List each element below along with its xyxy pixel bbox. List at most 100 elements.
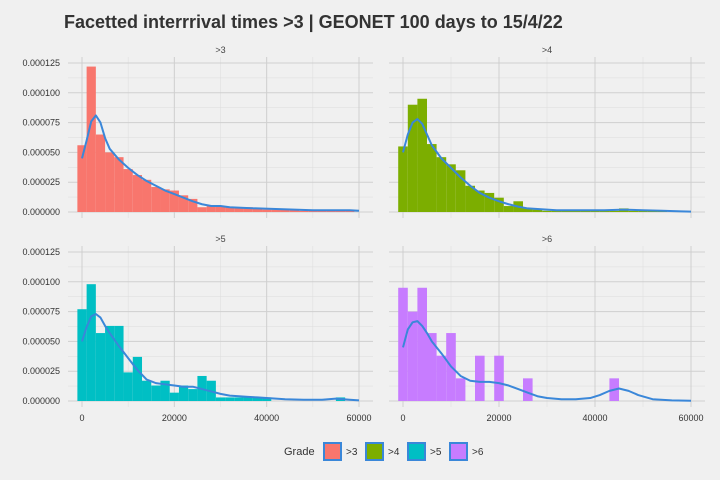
facet-panels: >3 0.000000 0.000025 0.000050 0.000075 0.0001… (22, 45, 705, 423)
histogram-bar (475, 190, 485, 212)
histogram-bar (427, 333, 437, 401)
histogram-bar (169, 190, 179, 212)
density-line (81, 114, 360, 212)
histogram-bar (188, 198, 198, 212)
histogram-bar (465, 185, 475, 212)
histogram-bar (160, 189, 170, 212)
histogram-bar (234, 207, 244, 212)
y-tick-label: 0.000075 (22, 307, 60, 317)
x-tick-label: 60000 (346, 413, 371, 423)
histogram-bar (436, 157, 447, 212)
histogram-bar (95, 134, 106, 212)
histogram-bar (215, 397, 226, 401)
facet-panel-2: >4 (389, 45, 705, 218)
legend-item: >4 (365, 442, 400, 461)
histogram-bar (160, 380, 170, 401)
histogram-bar (86, 66, 96, 213)
x-tick-label: 60000 (678, 413, 703, 423)
y-tick-label: 0.000100 (22, 277, 60, 287)
histogram-bar (417, 287, 427, 401)
histogram-bar (132, 175, 143, 212)
chart-title: Facetted interrrival times >3 | GEONET 1… (64, 12, 563, 32)
facet-panel-1: >3 0.000000 0.000025 0.000050 0.000075 0.0001… (22, 45, 373, 218)
x-tick-label: 40000 (582, 413, 607, 423)
histogram-bar (317, 210, 327, 212)
facet-panel-4: >6 0 20000 40000 60000 (389, 234, 705, 423)
legend-item: >6 (449, 442, 484, 461)
histogram-bar (95, 333, 106, 401)
histogram-bar (532, 209, 543, 212)
histogram-bar (123, 169, 133, 212)
histogram-bar (417, 98, 427, 212)
histogram-bar (571, 210, 581, 212)
histogram-bar (123, 372, 133, 401)
density-line (402, 320, 692, 402)
facet-strip-label: >6 (542, 234, 552, 244)
x-tick-label: 20000 (486, 413, 511, 423)
facet-strip-label: >5 (215, 234, 225, 244)
histogram-bar (252, 397, 263, 401)
histogram-bar (561, 210, 571, 212)
y-tick-label: 0.000075 (22, 118, 60, 128)
histogram-bar (638, 210, 648, 212)
legend-item: >5 (407, 442, 442, 461)
histogram-bar (446, 164, 456, 212)
histogram-bar (262, 397, 272, 401)
legend-key (323, 442, 342, 461)
histogram-bar (169, 392, 179, 401)
x-tick-label: 0 (400, 413, 405, 423)
histogram-bar (398, 146, 408, 212)
facet-panel-3: >5 0.000000 0.000025 0.000050 0.000075 0.0001… (22, 234, 373, 423)
density-line (81, 312, 360, 402)
histogram-bar (580, 210, 591, 212)
y-tick-label: 0.000125 (22, 58, 60, 68)
histogram-bar (114, 325, 124, 401)
histogram-bar (252, 208, 263, 212)
histogram-bar (132, 356, 143, 401)
histogram-bar (523, 208, 533, 212)
histogram-bar (225, 207, 235, 212)
histogram-bar (234, 397, 244, 401)
x-tick-label: 20000 (162, 413, 187, 423)
x-tick-label: 40000 (254, 413, 279, 423)
histogram-bar (206, 206, 216, 212)
histogram-bar (271, 209, 281, 212)
histogram-bar (142, 179, 152, 212)
histogram-bar (188, 389, 198, 401)
y-tick-label: 0.000125 (22, 247, 60, 257)
x-tick-label: 0 (79, 413, 84, 423)
histogram-bar (225, 397, 235, 401)
histogram-bar (609, 210, 619, 212)
y-tick-label: 0.000025 (22, 366, 60, 376)
facet-strip-label: >3 (215, 45, 225, 55)
histogram-bar (105, 325, 115, 401)
histogram-bar (289, 209, 299, 212)
histogram-bar (243, 397, 253, 401)
y-tick-label: 0.000050 (22, 336, 60, 346)
histogram-bar (455, 170, 466, 212)
histogram-bar (407, 104, 418, 212)
histogram-bar (590, 210, 600, 212)
legend-key (407, 442, 426, 461)
legend-label: >5 (430, 447, 442, 458)
histogram-bar (628, 210, 639, 212)
histogram-bar (494, 197, 504, 212)
histogram-bar (308, 210, 318, 212)
legend-key (365, 442, 384, 461)
y-tick-label: 0.000100 (22, 88, 60, 98)
histogram-bar (77, 145, 87, 212)
histogram-bar (484, 192, 495, 212)
y-tick-label: 0.000000 (22, 396, 60, 406)
histogram-bar (503, 206, 514, 212)
histogram-bar (298, 210, 309, 212)
histogram-bar (243, 207, 253, 212)
histogram-bar (436, 355, 447, 401)
histogram-bar (151, 186, 161, 212)
histogram-bar (335, 210, 346, 212)
histogram-bar (77, 309, 87, 401)
density-line (402, 118, 692, 213)
histogram-bar (262, 209, 272, 212)
legend-label: >4 (388, 447, 400, 458)
